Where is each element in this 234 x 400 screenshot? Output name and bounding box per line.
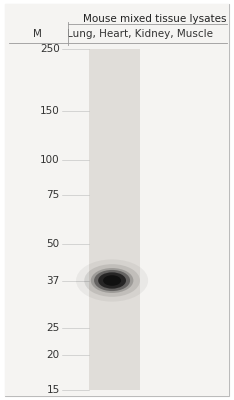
FancyBboxPatch shape: [89, 49, 140, 390]
Ellipse shape: [84, 264, 140, 297]
Text: 75: 75: [46, 190, 60, 200]
Text: 37: 37: [46, 276, 60, 286]
Ellipse shape: [98, 272, 126, 289]
Text: 50: 50: [47, 239, 60, 249]
Ellipse shape: [91, 268, 133, 293]
Ellipse shape: [94, 270, 130, 291]
Text: 25: 25: [46, 323, 60, 333]
FancyBboxPatch shape: [5, 4, 229, 396]
Text: 150: 150: [40, 106, 60, 116]
Text: 20: 20: [47, 350, 60, 360]
Ellipse shape: [76, 259, 148, 302]
Text: 250: 250: [40, 44, 60, 54]
Text: Mouse mixed tissue lysates: Mouse mixed tissue lysates: [84, 14, 227, 24]
FancyBboxPatch shape: [5, 4, 229, 396]
Text: 100: 100: [40, 155, 60, 165]
Text: Lung, Heart, Kidney, Muscle: Lung, Heart, Kidney, Muscle: [67, 29, 213, 39]
Text: 15: 15: [46, 385, 60, 395]
Text: M: M: [33, 29, 42, 39]
Ellipse shape: [103, 275, 121, 286]
